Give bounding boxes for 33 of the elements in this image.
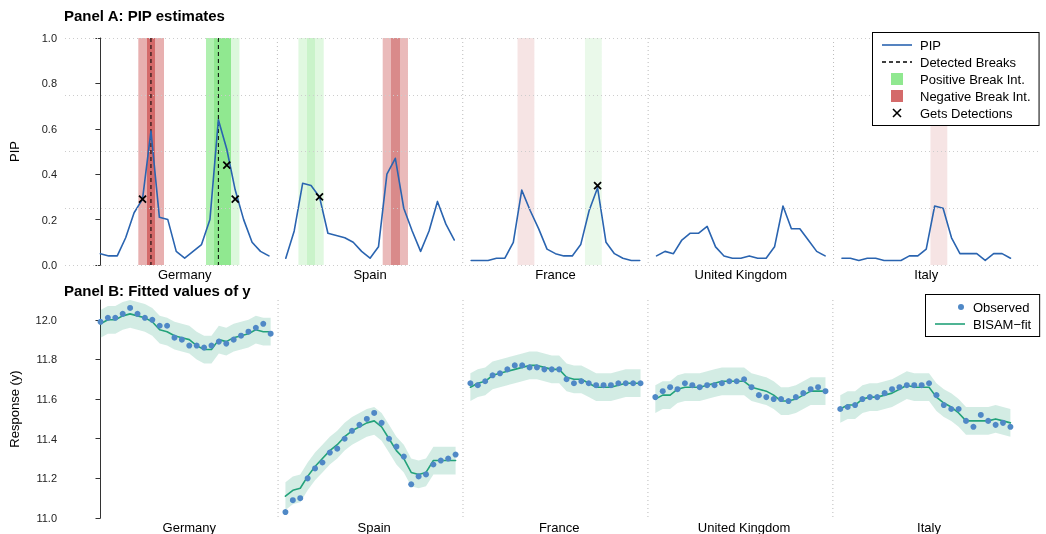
annotation: Detected Breaks [920, 54, 1018, 70]
y-axis-title: Response (y) [7, 370, 22, 448]
annotation: Positive Break Int. [920, 71, 1026, 87]
y-tick-label: 11.6 [36, 393, 57, 406]
y-tick-label: 0.2 [41, 213, 57, 226]
y-axis-title: PIP [7, 141, 22, 162]
y-tick-label: 11.2 [36, 472, 57, 485]
x-tick-label: Spain [353, 267, 387, 282]
chart-title: Panel B: Fitted values of y [64, 282, 252, 299]
legend-label: BISAM−fit [972, 316, 1032, 332]
x-tick-label: United Kingdom [697, 520, 791, 534]
legend-label: Gets Detections [920, 105, 1014, 121]
legend-label: Observed [972, 299, 1030, 315]
y-tick-label: 11.8 [36, 353, 57, 366]
x-tick-label: France [535, 267, 576, 282]
y-tick-label: 11.0 [36, 512, 57, 524]
y-tick-label: 0.8 [41, 77, 57, 90]
legend-label: PIP [920, 37, 942, 53]
x-tick-label: France [538, 520, 580, 534]
annotation: Negative Break Int. [920, 88, 1032, 104]
x-tick-label: Germany [157, 267, 212, 282]
chart-title: Panel A: PIP estimates [64, 7, 225, 24]
x-tick-label: Spain [357, 520, 391, 534]
x-tick-label: Germany [162, 520, 217, 534]
x-tick-label: Italy [917, 520, 942, 534]
y-tick-label: 12.0 [35, 313, 57, 326]
x-tick-label: United Kingdom [694, 267, 788, 282]
y-tick-label: 0.6 [41, 122, 57, 135]
y-tick-label: 1.0 [41, 32, 57, 44]
y-tick-label: 11.4 [36, 432, 57, 445]
x-tick-label: Italy [914, 267, 939, 282]
y-tick-label: 0.0 [41, 259, 57, 271]
y-tick-label: 0.4 [41, 168, 57, 181]
